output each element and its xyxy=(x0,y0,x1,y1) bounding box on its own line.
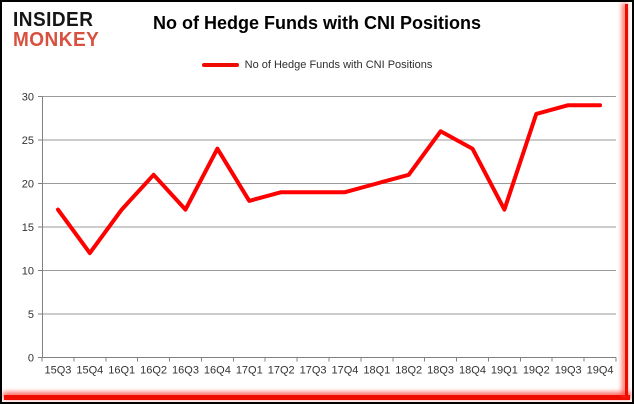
y-tick-label: 25 xyxy=(22,135,34,147)
y-tick-label: 5 xyxy=(28,309,34,321)
y-tick-label: 10 xyxy=(22,266,34,278)
logo-line-monkey: MONKEY xyxy=(13,29,100,51)
x-tick-label: 17Q4 xyxy=(331,365,358,377)
y-tick-label: 15 xyxy=(22,222,34,234)
x-tick-label: 15Q3 xyxy=(44,365,71,377)
logo-line-insider: INSIDER xyxy=(13,9,94,31)
x-tick-label: 19Q4 xyxy=(587,365,614,377)
x-tick-label: 16Q3 xyxy=(172,365,199,377)
y-tick-label: 20 xyxy=(22,179,34,191)
x-tick-label: 18Q3 xyxy=(427,365,454,377)
legend-line-marker xyxy=(201,63,239,67)
x-tick-label: 18Q2 xyxy=(395,365,422,377)
y-tick-label: 0 xyxy=(28,353,34,365)
x-tick-label: 18Q4 xyxy=(459,365,486,377)
x-tick-label: 17Q3 xyxy=(300,365,327,377)
legend: No of Hedge Funds with CNI Positions xyxy=(2,59,632,71)
x-tick-label: 19Q1 xyxy=(491,365,518,377)
x-tick-label: 16Q4 xyxy=(204,365,231,377)
insider-monkey-logo: INSIDER MONKEY xyxy=(13,10,99,50)
x-tick-label: 15Q4 xyxy=(76,365,103,377)
chart-title: No of Hedge Funds with CNI Positions xyxy=(153,13,481,33)
x-tick-label: 17Q1 xyxy=(236,365,263,377)
x-tick-label: 19Q3 xyxy=(555,365,582,377)
x-tick-label: 19Q2 xyxy=(523,365,550,377)
legend-label: No of Hedge Funds with CNI Positions xyxy=(244,59,433,71)
x-tick-label: 16Q1 xyxy=(108,365,135,377)
x-tick-label: 18Q1 xyxy=(363,365,390,377)
y-tick-label: 30 xyxy=(22,92,34,104)
x-tick-label: 16Q2 xyxy=(140,365,167,377)
series-line xyxy=(55,103,603,256)
bottom-accent-bar xyxy=(4,395,630,400)
x-tick-label: 17Q2 xyxy=(268,365,295,377)
right-accent-bar xyxy=(625,4,628,396)
